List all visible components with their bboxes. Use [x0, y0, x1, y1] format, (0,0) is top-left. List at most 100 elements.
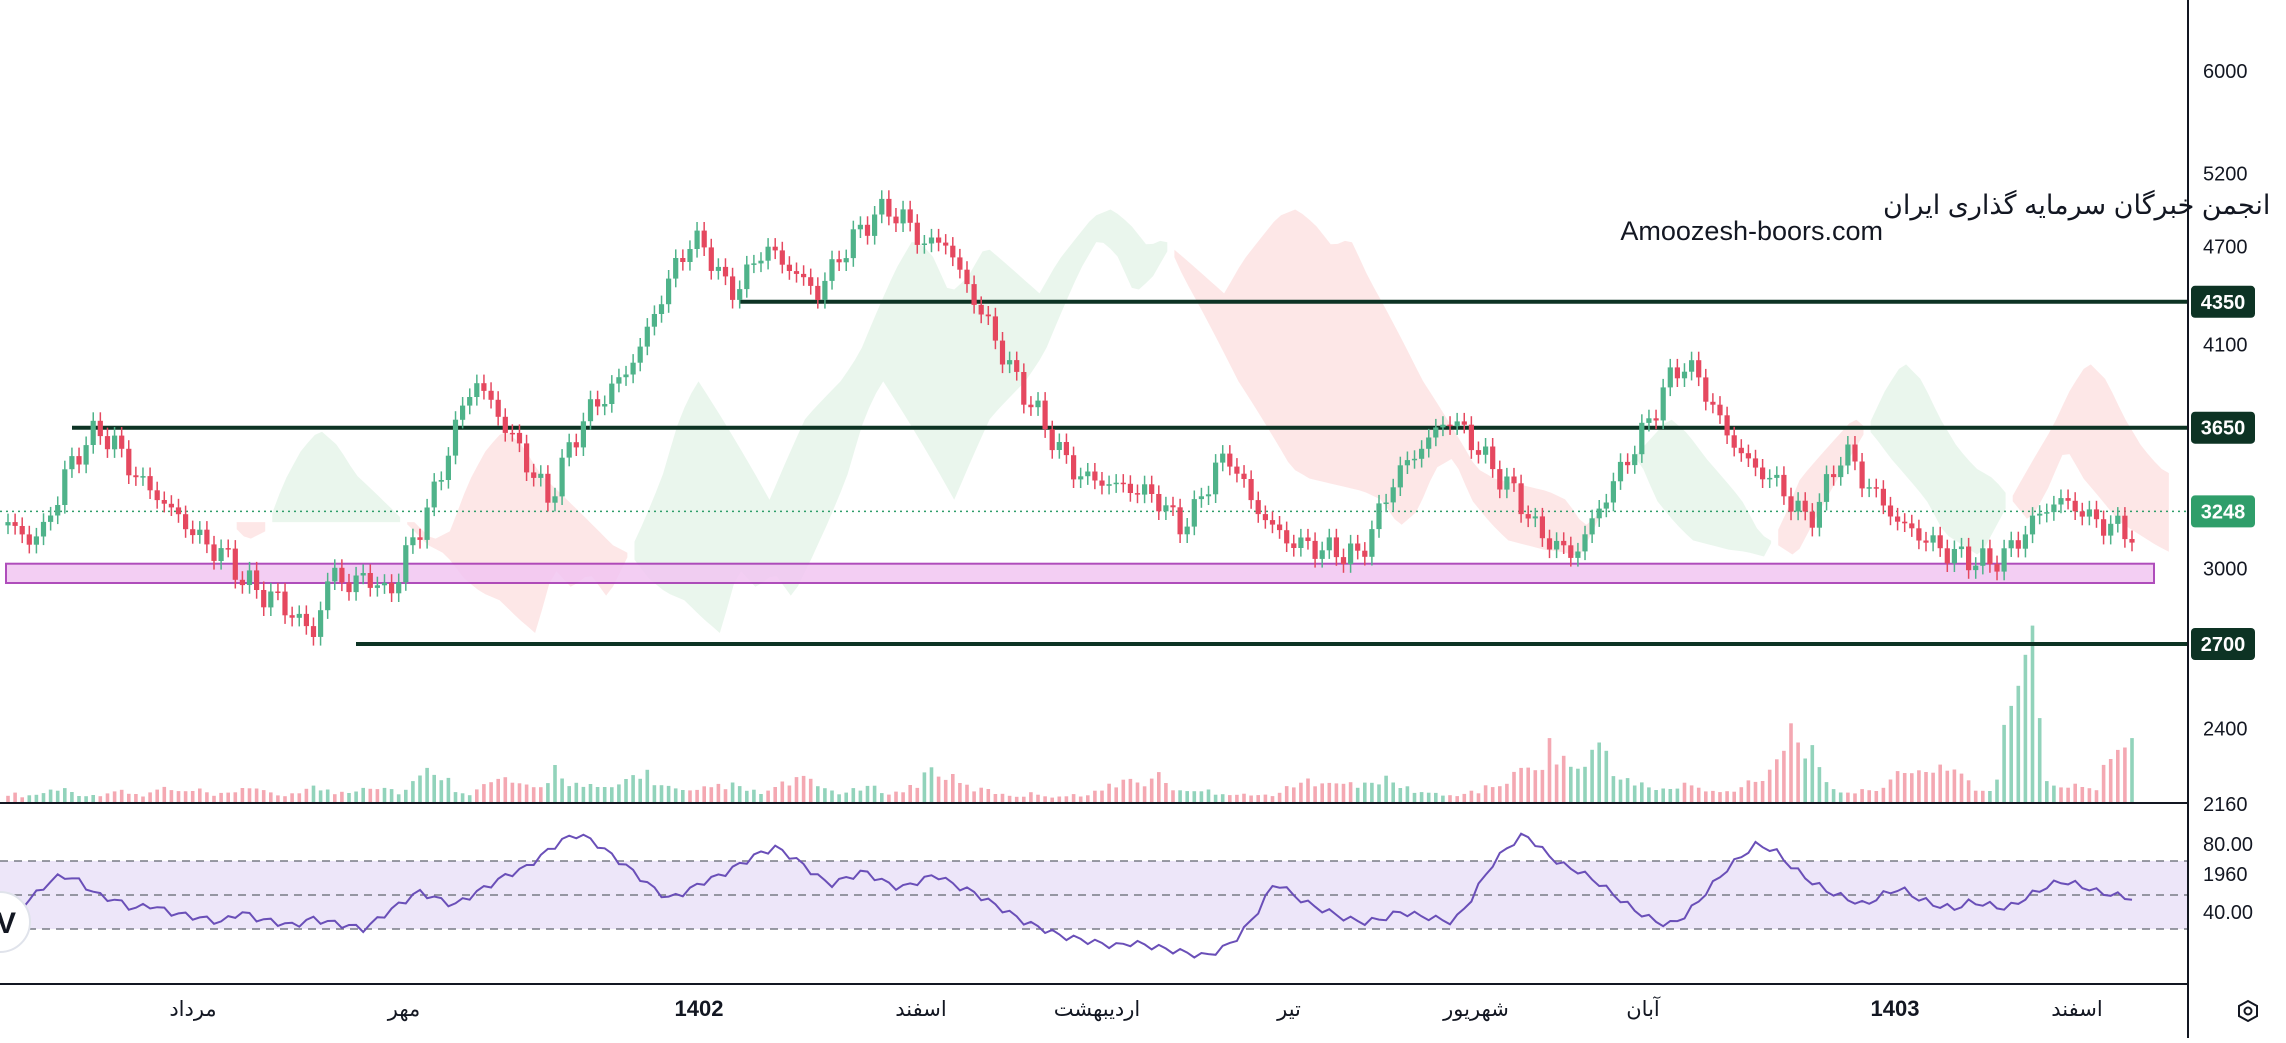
volume-bar	[283, 796, 287, 802]
volume-bar	[460, 793, 465, 802]
candle	[1007, 351, 1013, 374]
cloud-band	[1174, 209, 1601, 557]
volume-bar	[2073, 783, 2077, 802]
candle-body	[2108, 523, 2114, 536]
candle	[1816, 493, 1822, 537]
settings-icon[interactable]	[2238, 999, 2258, 1023]
candle	[1021, 363, 1027, 414]
volume-bar	[304, 788, 309, 802]
candle-body	[239, 579, 245, 586]
candle-body	[1014, 360, 1020, 372]
candle	[1561, 532, 1567, 554]
candle-body	[1142, 484, 1148, 495]
volume-bar	[1945, 770, 1950, 802]
candle	[1049, 420, 1055, 459]
candle-body	[1681, 371, 1688, 379]
candle	[999, 332, 1006, 374]
candle-body	[1440, 424, 1446, 428]
rsi-axis[interactable]: 80.00 40.00	[2203, 834, 2253, 924]
volume-bar	[1277, 792, 1282, 802]
candle-body	[921, 243, 927, 245]
cloud-band	[2012, 364, 2169, 552]
volume-bar	[1704, 791, 1708, 802]
candle-body	[310, 626, 317, 637]
volume-bar	[1995, 779, 1999, 802]
volume-bar	[1938, 764, 1942, 802]
volume-bar	[254, 788, 259, 802]
candle-body	[1788, 496, 1794, 512]
volume-bar	[1455, 796, 1459, 802]
candle-body	[161, 500, 167, 504]
candle	[1532, 507, 1538, 528]
rsi-tick-label: 40.00	[2203, 902, 2253, 924]
volume-bar	[1881, 787, 1886, 802]
time-tick-label: 1403	[1871, 996, 1920, 1021]
time-axis[interactable]: مرداد مهر 1402 اسفند اردیبهشت تیر شهریور آبان 14…	[169, 996, 2102, 1021]
candle	[2072, 492, 2078, 520]
candle	[1468, 416, 1474, 459]
tradingview-logo-icon[interactable]: V	[0, 891, 31, 953]
candle-body	[964, 269, 970, 285]
candle-body	[1134, 493, 1141, 495]
volume-bar	[34, 794, 39, 802]
volume-bar	[666, 785, 671, 802]
candle-body	[2065, 498, 2071, 501]
candle-body	[1475, 450, 1482, 455]
candle	[950, 237, 956, 267]
time-tick-label: تیر	[1276, 998, 1301, 1021]
candle	[737, 280, 743, 309]
volume-bar	[127, 793, 131, 802]
volume-bar	[176, 791, 181, 802]
candle	[829, 250, 835, 290]
candle-body	[1404, 460, 1410, 466]
candle	[850, 220, 856, 267]
candle-body	[197, 529, 203, 535]
volume-bar	[730, 782, 735, 802]
candle-body	[595, 399, 601, 407]
volume-bar	[688, 790, 692, 802]
price-axis[interactable]: 6000 5200 4700 4100 3000 2400 2160 1960	[2203, 61, 2248, 886]
candle-body	[1056, 442, 1062, 450]
candle	[1490, 438, 1496, 478]
candle	[715, 258, 721, 280]
candle-body	[112, 435, 118, 450]
candle-body	[318, 610, 324, 637]
volume-bar	[1135, 782, 1140, 802]
candle	[303, 605, 309, 635]
candle	[666, 270, 672, 313]
volume-bar	[808, 778, 813, 802]
volume-bar	[2094, 790, 2099, 802]
volume-bar	[1263, 794, 1268, 802]
volume-bar	[652, 785, 657, 802]
volume-bar	[880, 793, 884, 802]
candle	[1071, 446, 1077, 488]
candle-body	[1063, 442, 1069, 456]
candle	[62, 460, 68, 514]
volume-bar	[1540, 769, 1545, 802]
candle	[55, 496, 61, 525]
candle-body	[183, 514, 189, 530]
volume-bar	[27, 795, 32, 802]
candle	[1809, 503, 1815, 537]
candle	[587, 390, 594, 430]
candle-body	[985, 314, 991, 317]
candle-body	[204, 529, 210, 545]
volume-bar	[723, 789, 728, 802]
candle	[1227, 445, 1233, 476]
candle	[5, 513, 11, 535]
candle	[1916, 519, 1922, 550]
candle	[1958, 537, 1965, 558]
price-tick-label: 5200	[2203, 164, 2248, 186]
candle	[1333, 528, 1339, 566]
candle-body	[232, 548, 238, 580]
volume-bar	[1363, 782, 1367, 802]
candle-body	[1617, 461, 1624, 482]
volume-bar	[574, 782, 579, 802]
candle-body	[1930, 535, 1936, 543]
volume-bar	[1512, 771, 1516, 802]
volume-bar	[1604, 750, 1609, 802]
candle	[175, 498, 182, 523]
candle	[1447, 416, 1453, 435]
